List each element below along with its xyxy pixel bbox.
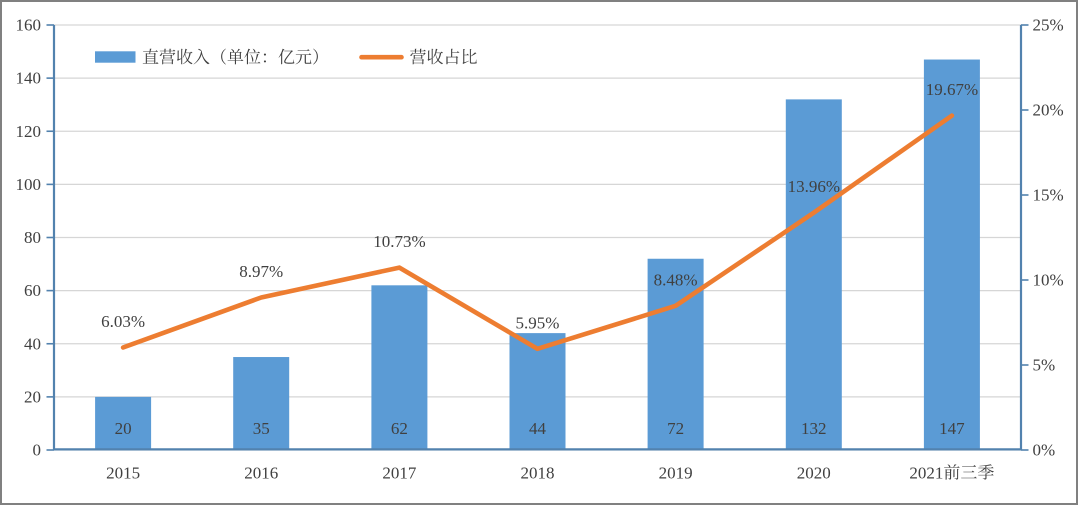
svg-text:5%: 5% [1033,356,1056,375]
svg-text:5.95%: 5.95% [516,313,560,332]
svg-text:20%: 20% [1033,101,1064,120]
svg-text:10.73%: 10.73% [373,232,425,251]
svg-text:72: 72 [667,419,684,438]
svg-text:100: 100 [16,175,42,194]
svg-text:0: 0 [33,441,42,460]
svg-text:80: 80 [24,228,41,247]
svg-text:2018: 2018 [521,463,555,482]
svg-text:0%: 0% [1033,441,1056,460]
svg-text:60: 60 [24,281,41,300]
svg-text:62: 62 [391,419,408,438]
svg-text:10%: 10% [1033,271,1064,290]
svg-text:20: 20 [115,419,132,438]
svg-text:2019: 2019 [659,463,693,482]
svg-text:132: 132 [801,419,827,438]
svg-text:160: 160 [16,16,42,35]
svg-text:13.96%: 13.96% [788,177,840,196]
svg-text:2015: 2015 [106,463,140,482]
svg-text:20: 20 [24,387,41,406]
svg-text:147: 147 [939,419,965,438]
svg-text:25%: 25% [1033,16,1064,35]
svg-text:120: 120 [16,122,42,141]
svg-text:19.67%: 19.67% [926,80,978,99]
svg-text:6.03%: 6.03% [101,312,145,331]
svg-text:8.97%: 8.97% [239,262,283,281]
svg-text:44: 44 [529,419,547,438]
svg-text:8.48%: 8.48% [654,270,698,289]
svg-text:40: 40 [24,334,41,353]
svg-text:140: 140 [16,69,42,88]
svg-text:2020: 2020 [797,463,831,482]
svg-text:35: 35 [253,419,270,438]
svg-text:2016: 2016 [244,463,278,482]
svg-text:2017: 2017 [382,463,417,482]
svg-text:2021: 2021 [909,463,943,482]
svg-text:15%: 15% [1033,186,1064,205]
